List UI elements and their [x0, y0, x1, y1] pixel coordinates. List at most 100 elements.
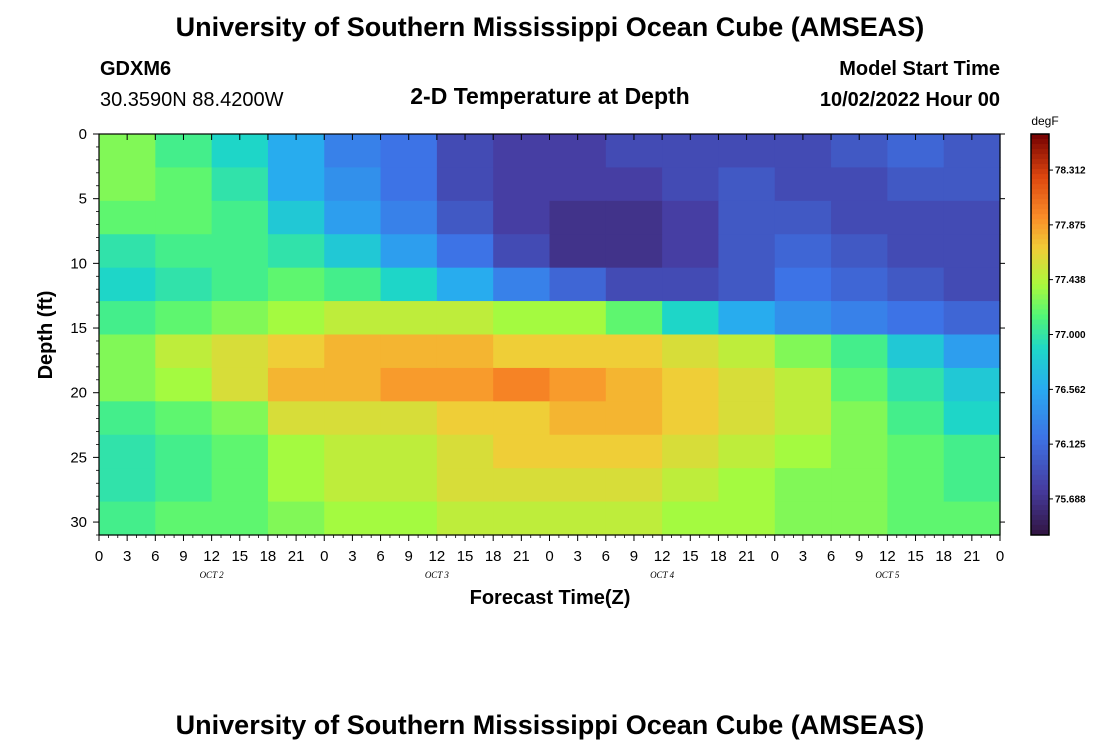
heatmap-cell — [99, 367, 156, 402]
heatmap-cell — [831, 468, 888, 503]
heatmap-cell — [774, 167, 832, 202]
y-tick-label: 0 — [79, 126, 87, 143]
colorbar-tick-label: 77.000 — [1055, 330, 1086, 341]
x-tick-label: 3 — [348, 548, 356, 565]
heatmap-cell — [211, 401, 269, 436]
heatmap-cell — [831, 301, 888, 336]
heatmap-cell — [943, 367, 1001, 402]
heatmap-cell — [267, 468, 325, 503]
heatmap-cell — [99, 334, 156, 369]
heatmap-cell — [380, 401, 438, 436]
colorbar-segment — [1031, 364, 1049, 371]
x-tick-label: 21 — [513, 548, 530, 565]
heatmap-cell — [436, 334, 494, 369]
heatmap-cell — [324, 501, 382, 536]
heatmap-cell — [380, 434, 438, 469]
heatmap-cell — [211, 434, 269, 469]
x-tick-label: 0 — [996, 548, 1004, 565]
heatmap-cell — [549, 301, 607, 336]
colorbar-segment — [1031, 359, 1049, 366]
heatmap-cell — [380, 267, 438, 302]
x-day-label: OCT 4 — [650, 570, 675, 580]
colorbar-segment — [1031, 224, 1049, 230]
y-tick-label: 25 — [70, 449, 87, 466]
heatmap-cell — [887, 334, 945, 369]
heatmap-cell — [887, 234, 945, 269]
heatmap-cell — [549, 468, 607, 503]
heatmap-cell — [887, 267, 945, 302]
heatmap-cell — [718, 167, 776, 202]
heatmap-cell — [267, 301, 325, 336]
heatmap-cell — [493, 267, 551, 302]
colorbar-segment — [1031, 449, 1049, 456]
heatmap-cell — [774, 401, 832, 436]
colorbar-segment — [1031, 489, 1049, 496]
colorbar-segment — [1031, 484, 1049, 491]
heatmap-cell — [324, 200, 382, 235]
heatmap-cell — [99, 401, 156, 436]
heatmap-cell — [155, 468, 213, 503]
heatmap-cell — [605, 234, 663, 269]
model-start-label: Model Start Time — [839, 58, 1000, 80]
x-tick-label: 18 — [935, 548, 952, 565]
heatmap-cell — [99, 301, 156, 336]
colorbar-tick-label: 76.562 — [1055, 385, 1086, 396]
colorbar-segment — [1031, 214, 1049, 220]
x-tick-label: 3 — [573, 548, 581, 565]
x-tick-label: 15 — [457, 548, 474, 565]
colorbar-segment — [1031, 169, 1049, 175]
heatmap-cell — [774, 434, 832, 469]
colorbar-segment — [1031, 209, 1049, 215]
colorbar-segment — [1031, 204, 1049, 210]
heatmap-cell — [831, 367, 888, 402]
x-tick-label: 3 — [123, 548, 131, 565]
x-day-label: OCT 3 — [425, 570, 450, 580]
colorbar-segment — [1031, 339, 1049, 346]
heatmap-cell — [718, 200, 776, 235]
heatmap-cell — [774, 200, 832, 235]
heatmap-cell — [887, 367, 945, 402]
heatmap-cell — [718, 234, 776, 269]
heatmap-cell — [605, 200, 663, 235]
heatmap-cell — [436, 468, 494, 503]
colorbar-segment — [1031, 319, 1049, 325]
colorbar-segment — [1031, 459, 1049, 466]
colorbar-segment — [1031, 389, 1049, 396]
heatmap-cell — [99, 434, 156, 469]
heatmap-cell — [662, 367, 720, 402]
x-axis-title: Forecast Time(Z) — [470, 587, 631, 609]
colorbar-segment — [1031, 249, 1049, 255]
heatmap-cell — [267, 167, 325, 202]
colorbar-segment — [1031, 164, 1049, 170]
heatmap-cell — [605, 401, 663, 436]
x-tick-label: 15 — [231, 548, 248, 565]
y-tick-label: 15 — [70, 320, 87, 337]
heatmap-cell — [155, 234, 213, 269]
colorbar-segment — [1031, 464, 1049, 471]
heatmap-cell — [211, 501, 269, 536]
colorbar-segment — [1031, 299, 1049, 305]
colorbar-segment — [1031, 234, 1049, 240]
heatmap-cell — [155, 401, 213, 436]
heatmap-cell — [605, 301, 663, 336]
colorbar-segment — [1031, 499, 1049, 506]
heatmap-cell — [662, 200, 720, 235]
heatmap-cell — [211, 301, 269, 336]
heatmap-cell — [774, 301, 832, 336]
x-tick-label: 0 — [95, 548, 103, 565]
heatmap-cell — [662, 167, 720, 202]
heatmap-cell — [436, 501, 494, 536]
heatmap-cell — [267, 267, 325, 302]
heatmap-cell — [267, 367, 325, 402]
heatmap-cell — [943, 200, 1001, 235]
heatmap-cell — [943, 501, 1001, 536]
colorbar-segment — [1031, 254, 1049, 260]
colorbar-segment — [1031, 519, 1049, 526]
colorbar-segment — [1031, 469, 1049, 476]
y-tick-label: 5 — [79, 191, 87, 208]
x-tick-label: 0 — [545, 548, 553, 565]
heatmap-cell — [831, 401, 888, 436]
heatmap-cell — [831, 267, 888, 302]
heatmap-cell — [605, 501, 663, 536]
colorbar-segment — [1031, 144, 1049, 150]
